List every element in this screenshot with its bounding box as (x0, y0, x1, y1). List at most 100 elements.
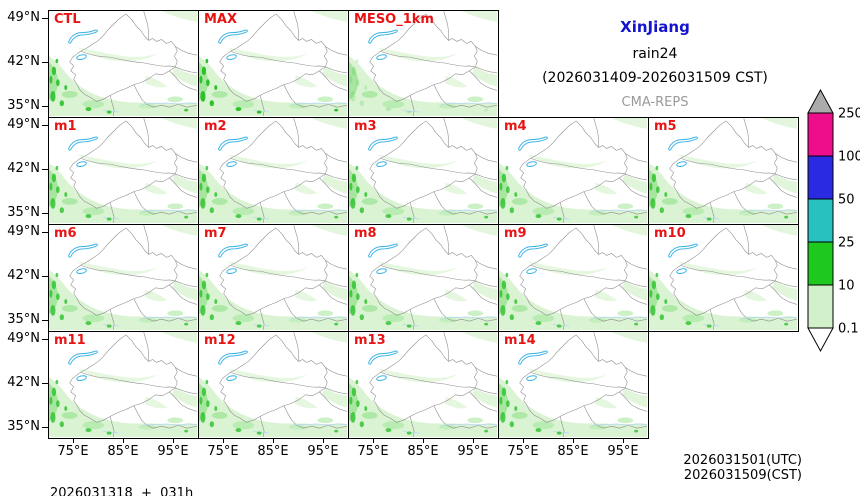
panel-m7: m7 (198, 224, 349, 332)
colorbar-tick-0.1: 0.1 (838, 322, 859, 337)
lat-tick-label-row4-3: 35°N (7, 419, 40, 434)
panel-label-m10: m10 (654, 226, 686, 241)
lat-tick-label-row2-2: 42°N (7, 161, 40, 176)
lon-tick-mark (73, 438, 74, 443)
lon-tick-label-col1-1: 75°E (57, 444, 89, 459)
colorbar-segment-4 (807, 284, 834, 329)
lat-tick-mark (42, 125, 48, 126)
panel-m2: m2 (198, 117, 349, 225)
valid-time-utc: 2026031501(UTC) (683, 453, 802, 468)
lat-tick-mark (42, 62, 48, 63)
panel-label-m14: m14 (504, 333, 536, 348)
variable-title: rain24 (632, 46, 678, 62)
panel-label-m9: m9 (504, 226, 527, 241)
valid-time-cst: 2026031509(CST) (683, 468, 802, 483)
lat-tick-mark (42, 427, 48, 428)
lat-tick-mark (42, 232, 48, 233)
title-block: XinJiang rain24 (2026031409-2026031509 C… (500, 18, 810, 110)
lon-tick-label-col1-2: 85°E (107, 444, 139, 459)
colorbar-segment-0 (807, 112, 834, 157)
colorbar-under-arrow (807, 327, 834, 353)
init-time-line-1: 2026031318 + 031h (50, 486, 194, 496)
lat-tick-mark (42, 383, 48, 384)
panel-m3: m3 (348, 117, 499, 225)
lon-tick-mark (173, 438, 174, 443)
lat-tick-mark (42, 18, 48, 19)
colorbar-segment-3 (807, 241, 834, 286)
lat-tick-mark (42, 169, 48, 170)
panel-m4: m4 (498, 117, 649, 225)
lon-tick-label-col4-1: 75°E (507, 444, 539, 459)
panel-label-MESO_1km: MESO_1km (354, 12, 434, 27)
panel-label-m11: m11 (54, 333, 86, 348)
panel-label-m1: m1 (54, 119, 77, 134)
panel-label-m7: m7 (204, 226, 227, 241)
lat-tick-label-row1-1: 49°N (7, 10, 40, 25)
lon-tick-label-col4-3: 95°E (607, 444, 639, 459)
lon-tick-mark (623, 438, 624, 443)
panel-m12: m12 (198, 331, 349, 439)
colorbar-tick-50: 50 (838, 193, 855, 208)
panel-MESO_1km: MESO_1km (348, 10, 499, 118)
lat-tick-label-row3-1: 49°N (7, 224, 40, 239)
lat-tick-mark (42, 276, 48, 277)
lon-tick-mark (273, 438, 274, 443)
colorbar-over-arrow (807, 88, 834, 114)
panel-label-m6: m6 (54, 226, 77, 241)
panel-label-m4: m4 (504, 119, 527, 134)
lon-tick-label-col1-3: 95°E (157, 444, 189, 459)
panel-label-m3: m3 (354, 119, 377, 134)
panel-label-m12: m12 (204, 333, 236, 348)
colorbar: 250 100 50 25 10 0.1 (800, 88, 860, 363)
region-title: XinJiang (620, 18, 690, 36)
lon-tick-mark (473, 438, 474, 443)
panel-label-MAX: MAX (204, 12, 238, 27)
panel-m1: m1 (48, 117, 199, 225)
lon-tick-mark (523, 438, 524, 443)
lat-tick-mark (42, 213, 48, 214)
panel-m10: m10 (648, 224, 799, 332)
lat-tick-label-row2-1: 49°N (7, 117, 40, 132)
lat-tick-label-row1-3: 35°N (7, 98, 40, 113)
lat-tick-label-row4-1: 49°N (7, 331, 40, 346)
valid-time-block: 2026031501(UTC) 2026031509(CST) (640, 453, 802, 483)
panel-MAX: MAX (198, 10, 349, 118)
lat-tick-label-row4-2: 42°N (7, 375, 40, 390)
lon-tick-mark (423, 438, 424, 443)
lat-tick-label-row2-3: 35°N (7, 205, 40, 220)
model-name: CMA-REPS (621, 95, 689, 110)
lon-tick-label-col4-2: 85°E (557, 444, 589, 459)
colorbar-segment-2 (807, 198, 834, 243)
lon-tick-mark (123, 438, 124, 443)
panel-m14: m14 (498, 331, 649, 439)
lon-tick-label-col3-2: 85°E (407, 444, 439, 459)
lon-tick-mark (223, 438, 224, 443)
lon-tick-mark (373, 438, 374, 443)
panel-m8: m8 (348, 224, 499, 332)
lon-tick-label-col2-2: 85°E (257, 444, 289, 459)
panel-m9: m9 (498, 224, 649, 332)
panel-CTL: CTL (48, 10, 199, 118)
lon-tick-label-col2-1: 75°E (207, 444, 239, 459)
lon-tick-mark (573, 438, 574, 443)
init-time-block: 2026031318 + 031h 2026031402 + 031h (50, 456, 193, 496)
colorbar-tick-100: 100 (838, 150, 860, 165)
lat-tick-label-row3-3: 35°N (7, 312, 40, 327)
panel-label-CTL: CTL (54, 12, 81, 27)
panel-label-m13: m13 (354, 333, 386, 348)
colorbar-tick-25: 25 (838, 236, 855, 251)
colorbar-segment-1 (807, 155, 834, 200)
panel-label-m5: m5 (654, 119, 677, 134)
lat-tick-label-row3-2: 42°N (7, 268, 40, 283)
colorbar-tick-250: 250 (838, 107, 860, 122)
lat-tick-mark (42, 339, 48, 340)
panel-label-m2: m2 (204, 119, 227, 134)
lat-tick-mark (42, 106, 48, 107)
lon-tick-mark (323, 438, 324, 443)
panel-m6: m6 (48, 224, 199, 332)
lon-tick-label-col3-1: 75°E (357, 444, 389, 459)
panel-m11: m11 (48, 331, 199, 439)
panel-m5: m5 (648, 117, 799, 225)
panel-label-m8: m8 (354, 226, 377, 241)
